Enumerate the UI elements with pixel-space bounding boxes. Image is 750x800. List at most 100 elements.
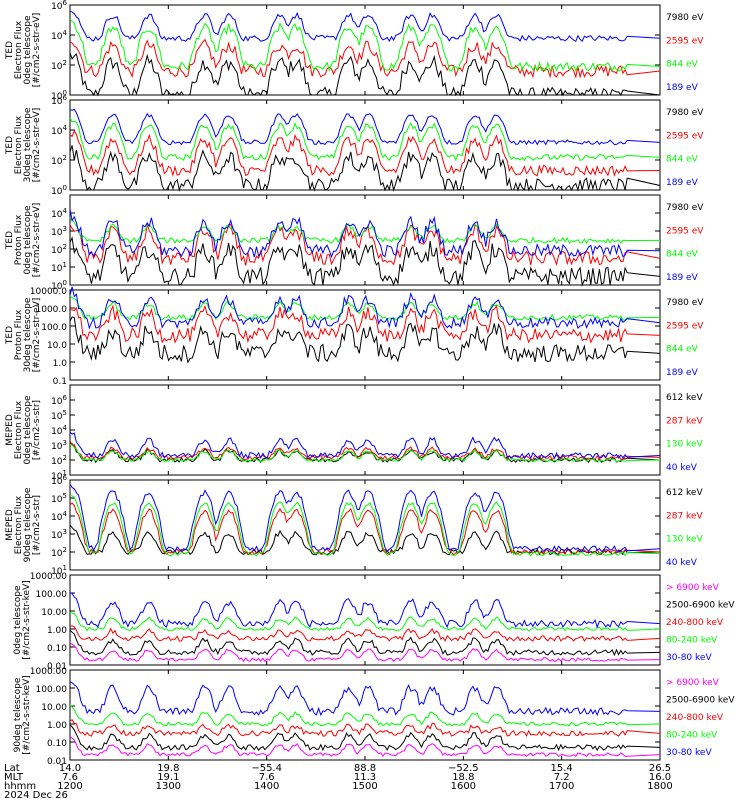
y-tick-label: 106 [51,0,67,12]
series-line [69,495,661,557]
y-axis-label-line: [#/cm2-s-str-eV] [32,13,42,88]
series-line [69,591,661,629]
y-tick-label: 1000.0 [36,305,68,315]
xaxis-row-label-lat: Lat [4,763,20,774]
y-tick-label: 0.1 [53,377,67,387]
xaxis-row-label-hhmm: hhmm [4,781,36,792]
x-tick-label-hhmm: 1800 [647,781,672,792]
y-tick-exponent: 0 [63,89,67,97]
series-line [69,217,661,245]
y-axis-label-line: [#/cm2-s-str-keV] [22,580,32,659]
legend-entry: 2500-6900 keV [666,601,735,611]
series-line [69,52,661,97]
series-line [69,236,661,287]
series-line [69,431,661,460]
legend-entry: > 6900 keV [666,678,720,688]
series-line [69,316,661,364]
y-tick-label: 106 [51,394,67,407]
series-line [69,681,661,717]
legend-entry: 2595 eV [666,321,704,331]
legend-entry: 80-240 keV [666,636,718,646]
y-tick-label: 10.0 [47,341,67,351]
legend-entry: > 6900 keV [666,583,720,593]
legend-entry: 7980 eV [666,108,704,118]
y-tick-exponent: 0 [63,184,67,192]
y-tick-exponent: 2 [63,454,67,462]
y-tick-exponent: 2 [63,243,67,251]
y-tick-label: 103 [51,225,67,238]
y-tick-label: 10000.0 [30,287,67,297]
series-line [69,612,661,632]
y-tick-exponent: 3 [63,528,67,536]
legend-entry: 7980 eV [666,298,704,308]
y-tick-label: 0.10 [47,644,67,654]
x-tick-label-lat: 15.4 [551,763,573,774]
y-axis-label-line: TED [5,231,15,250]
legend-entry: 240-800 keV [666,713,724,723]
y-tick-label: 100.0 [41,323,67,333]
legend-entry: 2500-6900 keV [666,696,735,706]
x-tick-label-mlt: 16.0 [649,772,671,783]
y-tick-exponent: 3 [63,439,67,447]
y-tick-label: 101 [51,261,67,274]
legend-entry: 189 eV [666,83,699,93]
y-tick-label: 1.00 [47,626,67,636]
y-tick-label: 104 [51,424,67,437]
x-tick-label-mlt: 7.6 [62,772,78,783]
y-tick-label: 102 [51,59,67,72]
x-tick-label-hhmm: 1500 [352,781,377,792]
x-tick-label-hhmm: 1700 [549,781,574,792]
y-axis-label-line: [#/cm2-s-str-eV] [32,298,42,373]
legend-entry: 130 keV [666,440,703,450]
legend-entry: 189 eV [666,368,699,378]
legend-entry: 2595 eV [666,131,704,141]
y-axis-label-line: 90deg telescope [13,677,23,752]
y-axis-label-line: Electron Flux [14,20,24,79]
series-line [69,222,661,267]
panel-frame [69,384,661,476]
y-axis-label-line: [#/cm2-s-str] [32,400,42,460]
panel-frame [69,99,661,191]
series-line [69,38,661,79]
legend-entry: 80-240 keV [666,731,718,741]
y-tick-exponent: 6 [63,94,68,102]
y-axis-label-line: TED [5,326,15,345]
panel-7: 0.01 0.10 1.00 10.00 100.00 1000.00 0deg teles… [13,572,735,672]
y-tick-label: 104 [51,124,67,137]
y-tick-exponent: 6 [63,474,68,482]
x-tick-label-hhmm: 1200 [57,781,82,792]
panel-frame [69,4,661,96]
y-tick-label: 1000.00 [30,572,67,582]
legend-entry: 40 keV [666,558,698,568]
legend-entry: 844 eV [666,60,699,70]
legend-entry: 189 eV [666,178,699,188]
x-tick-label-mlt: 11.3 [354,772,376,783]
legend-entry: 844 eV [666,250,699,260]
y-axis-label-line: Proton Flux [14,214,24,265]
y-tick-exponent: 1 [63,469,67,477]
x-tick-label-lat: −55.4 [251,763,282,774]
y-axis-label-line: Electron Flux [14,115,24,174]
legend-entry: 844 eV [666,155,699,165]
x-tick-label-hhmm: 1300 [156,781,181,792]
x-tick-label-lat: 14.0 [59,763,81,774]
series-line [69,625,661,642]
series-line [69,19,661,73]
series-line [69,209,661,259]
series-line [69,286,661,330]
y-axis-label-line: 0deg telescope [23,15,33,85]
y-axis-label-line: TED [5,41,15,60]
x-tick-label-lat: 88.8 [354,763,376,774]
x-axis-group: Lat MLT hhmm 2024 Dec 26 14.07.6120019.8… [4,763,673,800]
series-line [69,629,661,657]
panel-8: 0.01 0.10 1.00 10.00 100.00 1000.00 90deg tele… [13,667,735,767]
y-tick-label: 0.01 [47,757,67,767]
y-axis-label-line: Electron Flux [14,400,24,459]
y-axis-label-line: [#/cm2-s-str-keV] [22,675,32,754]
